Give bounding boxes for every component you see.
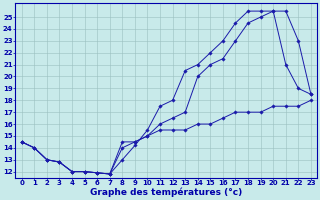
X-axis label: Graphe des températures (°c): Graphe des températures (°c)	[90, 188, 243, 197]
